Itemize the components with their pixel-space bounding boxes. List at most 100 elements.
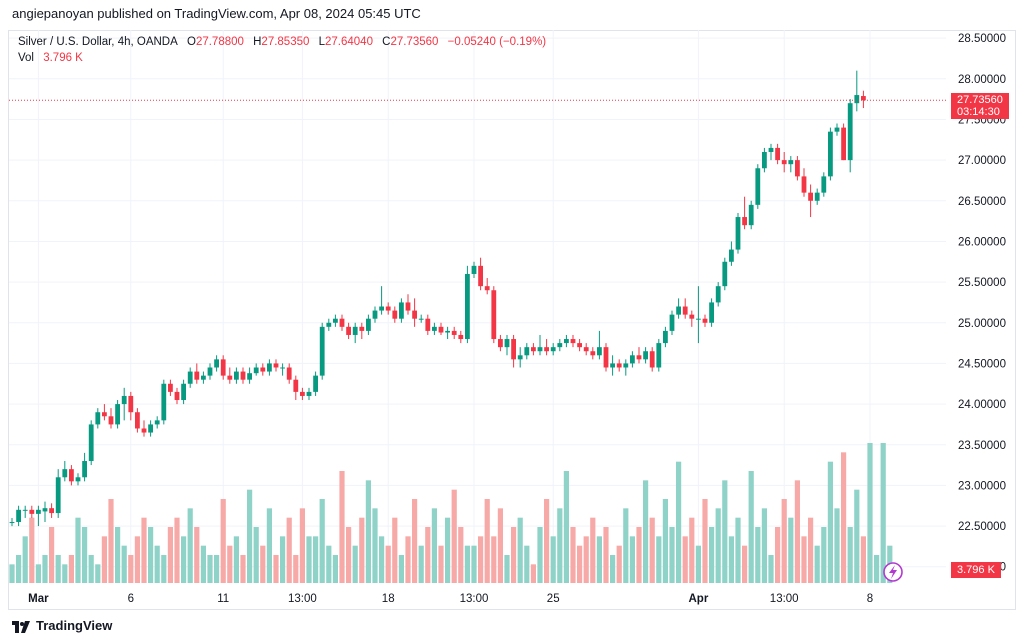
candle-body	[339, 318, 345, 327]
candle-body	[564, 339, 569, 344]
volume-bar	[808, 517, 814, 583]
candle-body	[234, 371, 239, 380]
volume-bar	[346, 527, 352, 583]
volume-bar	[781, 499, 787, 583]
candle	[234, 367, 239, 384]
candle	[610, 355, 615, 376]
candle	[847, 99, 853, 173]
volume-bar	[847, 527, 853, 583]
volume-bar	[273, 555, 279, 583]
y-tick-label: 26.00000	[958, 236, 1006, 248]
y-tick-label: 25.50000	[958, 277, 1006, 289]
candle	[9, 517, 15, 527]
volume-bar	[563, 471, 569, 583]
candle-body	[286, 367, 292, 380]
volume-bar	[491, 536, 497, 583]
candle	[623, 359, 629, 376]
candle-body	[775, 147, 780, 161]
volume-bar	[775, 527, 781, 583]
chart-legend: Silver / U.S. Dollar, 4h, OANDA O27.7880…	[18, 34, 546, 66]
low-value: 27.64040	[325, 36, 373, 48]
candle	[319, 322, 325, 380]
candle-body	[445, 330, 450, 333]
replay-icon[interactable]	[883, 562, 903, 582]
candle	[775, 143, 780, 165]
candle-body	[412, 310, 417, 319]
volume-bar	[728, 536, 734, 583]
candle-body	[623, 363, 629, 368]
countdown-label: 03:14:30	[957, 106, 1000, 119]
candle-body	[352, 326, 358, 335]
y-tick-label: 28.50000	[958, 33, 1006, 45]
candle-body	[300, 391, 305, 396]
candle-body	[95, 412, 101, 425]
open-label: O	[186, 36, 196, 48]
change-value: −0.05240 (−0.19%)	[447, 36, 547, 48]
candle-body	[451, 330, 457, 335]
volume-bar	[293, 555, 299, 583]
candle	[808, 184, 813, 218]
candle	[220, 355, 226, 380]
footer[interactable]: TradingView	[12, 618, 112, 633]
volume-bar	[128, 555, 134, 583]
candle-body	[161, 383, 167, 421]
y-tick-label: 28.00000	[958, 74, 1006, 86]
volume-bar	[676, 461, 682, 583]
candle	[55, 469, 61, 518]
candle-body	[392, 310, 398, 319]
candle-body	[861, 96, 866, 101]
candle	[702, 314, 708, 327]
volume-bar	[319, 499, 325, 583]
volume-bar	[682, 536, 688, 583]
close-label: C	[382, 36, 391, 48]
volume-bar	[42, 555, 48, 583]
candle	[537, 334, 543, 356]
candle-body	[656, 343, 662, 368]
volume-bar	[484, 499, 490, 583]
volume-tag: 3.796 K	[951, 562, 1001, 578]
candle	[247, 367, 252, 384]
candle	[590, 347, 596, 360]
candle	[359, 322, 365, 340]
volume-bar	[379, 536, 385, 583]
candle	[88, 420, 94, 466]
volume-bar	[788, 517, 794, 583]
candle	[828, 127, 833, 181]
volume-bar	[841, 452, 847, 583]
volume-bar	[181, 536, 187, 583]
candle	[267, 359, 272, 376]
candle	[570, 334, 576, 348]
candle	[168, 379, 173, 396]
candle-body	[498, 339, 503, 348]
volume-bar	[748, 471, 754, 583]
close-value: 27.73560	[390, 36, 439, 48]
x-tick-label: Mar	[28, 593, 49, 605]
chart-canvas[interactable]: 28.5000028.0000027.5000027.0000026.50000…	[0, 0, 1024, 610]
candle-body	[227, 375, 233, 380]
candle-body	[722, 261, 728, 287]
candle	[643, 347, 648, 364]
volume-bar	[207, 555, 213, 583]
candle-body	[847, 103, 853, 161]
candle-body	[808, 192, 813, 201]
candle-body	[16, 509, 21, 523]
candle	[531, 343, 536, 356]
time-axis: Mar 6 11 13:00 18 13:00 25 Apr 13:00 8	[28, 593, 873, 605]
candle-body	[154, 420, 160, 425]
volume-bar	[392, 517, 398, 583]
candle	[280, 363, 285, 376]
volume-bar	[405, 536, 411, 583]
candle	[62, 461, 68, 482]
volume-bar	[75, 517, 81, 583]
candle-body	[207, 367, 213, 376]
last-price-label: 27.73560	[957, 94, 1003, 107]
candle	[762, 147, 767, 173]
candle-body	[174, 391, 180, 401]
volume-bar	[445, 517, 451, 583]
candle	[339, 314, 345, 331]
volume-bar	[834, 508, 840, 583]
candle	[491, 286, 497, 344]
volume-bar	[524, 545, 530, 583]
volume-bar	[471, 545, 477, 583]
candle	[49, 503, 54, 518]
